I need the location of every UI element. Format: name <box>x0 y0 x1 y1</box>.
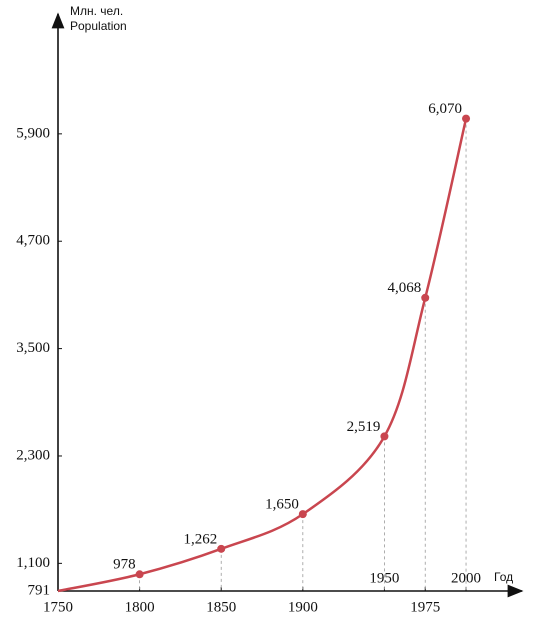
point <box>462 114 471 123</box>
y-tick-label: 3,500 <box>16 340 50 356</box>
y-tick-label: 791 <box>28 582 51 598</box>
data-label: 1,650 <box>265 497 299 513</box>
x-tick-label: 1900 <box>288 599 318 615</box>
y-axis-label: Млн. чел. <box>70 4 123 18</box>
point <box>217 544 226 553</box>
line <box>57 118 468 593</box>
y-tick-label: 2,300 <box>16 447 50 463</box>
x-tick-label: 1800 <box>125 599 155 615</box>
data-label: 4,068 <box>387 280 421 296</box>
point <box>380 432 389 441</box>
data-label: 978 <box>113 557 136 573</box>
data-label: 1,262 <box>183 531 217 547</box>
data-label: 2,519 <box>347 419 381 435</box>
point <box>135 570 144 579</box>
point <box>298 510 307 519</box>
y-tick-label: 5,900 <box>16 125 50 141</box>
x-tick-label: 1975 <box>410 599 440 615</box>
data-label: 6,070 <box>428 101 462 117</box>
x-tick-label: 1850 <box>206 599 236 615</box>
y-tick-label: 4,700 <box>16 233 50 249</box>
y-tick-label: 1,100 <box>16 555 50 571</box>
point <box>421 293 430 302</box>
x-tick-label: 1950 <box>369 570 399 586</box>
y-axis-label: Population <box>70 19 127 33</box>
x-axis-label: Год <box>494 570 513 584</box>
x-tick-label: 1750 <box>43 599 73 615</box>
x-tick-label: 2000 <box>451 570 481 586</box>
